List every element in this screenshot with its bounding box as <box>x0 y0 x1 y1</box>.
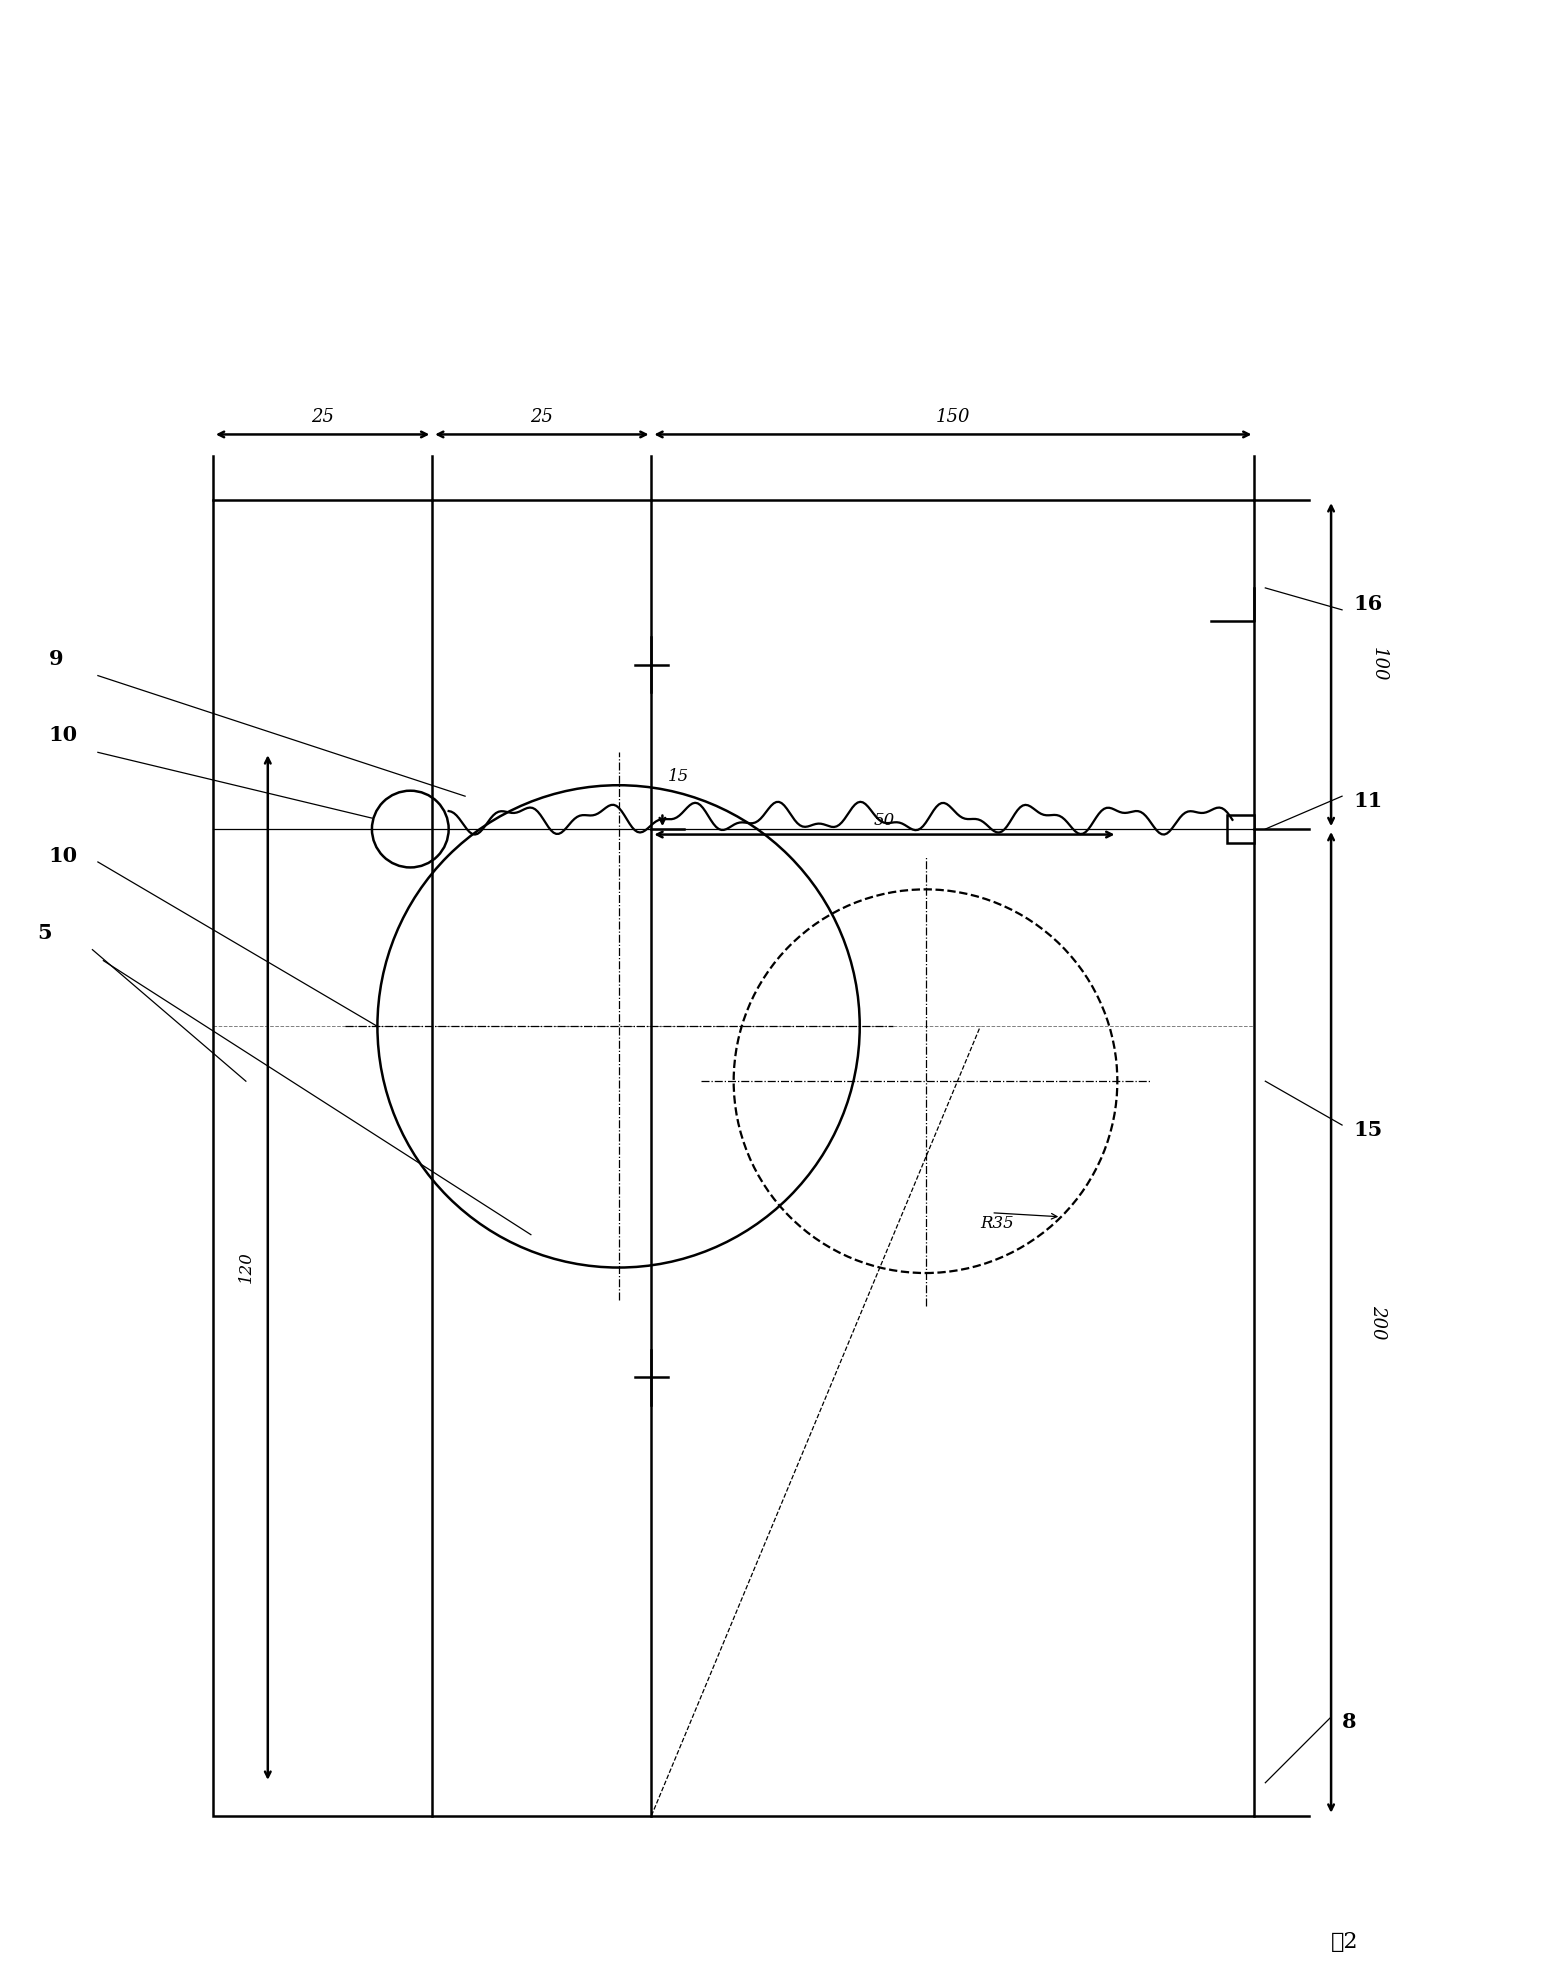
Text: 25: 25 <box>531 407 553 425</box>
Text: 15: 15 <box>1353 1121 1383 1141</box>
Text: 9: 9 <box>49 648 63 670</box>
Text: 150: 150 <box>935 407 971 425</box>
Text: 50: 50 <box>874 813 896 829</box>
Text: 200: 200 <box>1369 1305 1387 1339</box>
Text: 10: 10 <box>49 846 78 866</box>
Text: 25: 25 <box>312 407 334 425</box>
Text: 10: 10 <box>49 725 78 745</box>
Text: 15: 15 <box>669 769 689 785</box>
Text: 120: 120 <box>238 1252 255 1284</box>
Text: 5: 5 <box>38 922 52 942</box>
Text: R35: R35 <box>980 1216 1015 1232</box>
Text: 11: 11 <box>1353 791 1383 811</box>
Text: 100: 100 <box>1369 648 1387 682</box>
Bar <box>1226 815 1254 842</box>
Text: 图2: 图2 <box>1331 1931 1359 1953</box>
Text: 16: 16 <box>1353 594 1383 614</box>
Text: 8: 8 <box>1342 1713 1356 1733</box>
Bar <box>213 501 1254 1816</box>
